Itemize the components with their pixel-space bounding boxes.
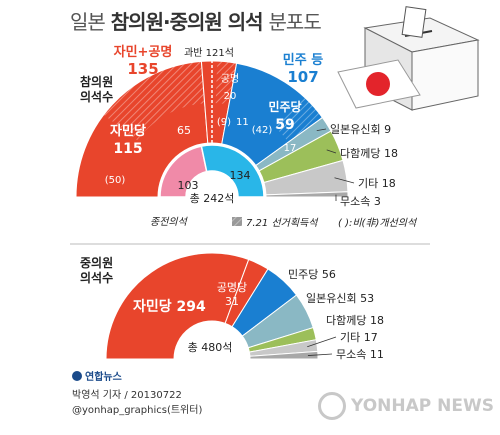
- outer-label-5: 기타 18: [358, 177, 396, 190]
- upper-segment-6: [265, 191, 349, 198]
- inner-value-0: 103: [178, 179, 199, 192]
- komeito-value: 20: [224, 91, 237, 102]
- yonhap-logo-icon: [72, 370, 82, 381]
- lower-outer-label-6: 무소속 11: [336, 348, 384, 361]
- watermark: YONHAP NEWS: [318, 392, 494, 420]
- lower-total: 총 480석: [188, 341, 233, 354]
- dpj-value: 59: [275, 117, 294, 133]
- page-title: 일본 참의원·중의원 의석 분포도: [70, 10, 322, 34]
- yonhap-logo: 연합뉴스: [72, 368, 122, 383]
- lower-house-name: 중의원: [80, 255, 113, 270]
- ldp-old: (50): [105, 175, 126, 186]
- group-value-dpj: 107: [287, 68, 318, 86]
- ldp-value: 115: [113, 141, 142, 157]
- paren-legend-label: ( ):비(非)개선의석: [338, 217, 418, 229]
- outer-label-3: 일본유신회 9: [330, 122, 391, 136]
- ldp-new: 65: [177, 124, 191, 137]
- group-label-dpj: 민주 등: [283, 52, 323, 68]
- outer-label-6: 무소속 3: [340, 195, 381, 208]
- yonhap-watermark-icon: [318, 392, 346, 420]
- group-label-ldp-komeito: 자민+공명: [114, 44, 173, 60]
- komeito-old: (9): [217, 117, 231, 128]
- upper-hatch-1: [215, 61, 237, 105]
- upper-hatch-2: [274, 95, 323, 143]
- lower-komeito-label: 공명당: [217, 281, 247, 294]
- inner-segment-1: [200, 144, 265, 198]
- leader-line-5: [334, 177, 355, 184]
- credit: 박영석 기자 / 20130722 @yonhap_graphics(트위터): [72, 390, 203, 416]
- majority-label: 과반 121석: [184, 47, 234, 59]
- outer-label-4: 다함께당 18: [340, 147, 398, 160]
- inner-caption: 종전의석: [150, 216, 189, 228]
- lower-segment-0: [105, 252, 250, 360]
- hatch-legend-label: 7.21 선거획득석: [246, 217, 319, 229]
- dpj-new: 17: [284, 143, 297, 154]
- lower-outer-label-2: 민주당 56: [288, 268, 336, 281]
- komeito-new: 11: [236, 117, 249, 128]
- lower-outer-label-3: 일본유신회 53: [306, 291, 374, 305]
- lower-leader-6: [307, 353, 333, 356]
- lower-ldp-label: 자민당 294: [133, 298, 206, 315]
- ldp-label: 자민당: [110, 123, 146, 139]
- leader-line-4: [326, 149, 337, 154]
- upper-house-name: 참의원: [80, 74, 113, 89]
- dpj-old: (42): [252, 125, 273, 136]
- inner-value-1: 134: [230, 169, 251, 182]
- lower-house-name-2: 의석수: [80, 270, 113, 285]
- lower-segment-6: [249, 350, 319, 360]
- upper-house-name-2: 의석수: [80, 89, 113, 104]
- lower-outer-label-4: 다함께당 18: [326, 314, 384, 327]
- lower-outer-label-5: 기타 17: [340, 331, 378, 344]
- upper-hatch-0: [103, 61, 205, 141]
- japan-flag-icon: [337, 59, 421, 109]
- upper-total: 총 242석: [190, 192, 235, 205]
- lower-leader-5: [307, 336, 337, 348]
- leader-line-3: [316, 128, 327, 132]
- komeito-label: 공명: [221, 73, 239, 85]
- group-value-ldp-komeito: 135: [127, 60, 158, 78]
- dpj-label: 민주당: [268, 99, 301, 114]
- lower-komeito-value: 31: [225, 295, 239, 308]
